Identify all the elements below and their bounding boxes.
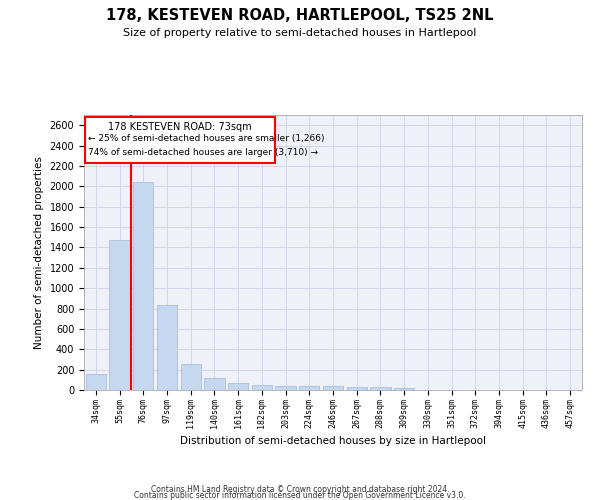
Bar <box>394 388 414 390</box>
Bar <box>323 386 343 390</box>
Bar <box>181 364 201 390</box>
Bar <box>109 240 130 390</box>
Bar <box>275 386 296 390</box>
X-axis label: Distribution of semi-detached houses by size in Hartlepool: Distribution of semi-detached houses by … <box>180 436 486 446</box>
Text: Size of property relative to semi-detached houses in Hartlepool: Size of property relative to semi-detach… <box>124 28 476 38</box>
Bar <box>370 388 391 390</box>
Bar <box>347 387 367 390</box>
Text: 178 KESTEVEN ROAD: 73sqm: 178 KESTEVEN ROAD: 73sqm <box>108 122 252 132</box>
Text: Contains HM Land Registry data © Crown copyright and database right 2024.: Contains HM Land Registry data © Crown c… <box>151 484 449 494</box>
Bar <box>85 117 275 163</box>
Bar <box>299 386 319 390</box>
Text: ← 25% of semi-detached houses are smaller (1,266): ← 25% of semi-detached houses are smalle… <box>88 134 324 143</box>
Bar <box>205 378 224 390</box>
Text: 178, KESTEVEN ROAD, HARTLEPOOL, TS25 2NL: 178, KESTEVEN ROAD, HARTLEPOOL, TS25 2NL <box>106 8 494 22</box>
Text: Contains public sector information licensed under the Open Government Licence v3: Contains public sector information licen… <box>134 491 466 500</box>
Bar <box>228 383 248 390</box>
Bar <box>86 374 106 390</box>
Y-axis label: Number of semi-detached properties: Number of semi-detached properties <box>34 156 44 349</box>
Bar <box>252 386 272 390</box>
Text: 74% of semi-detached houses are larger (3,710) →: 74% of semi-detached houses are larger (… <box>88 148 317 156</box>
Bar <box>133 182 154 390</box>
Bar <box>157 305 177 390</box>
